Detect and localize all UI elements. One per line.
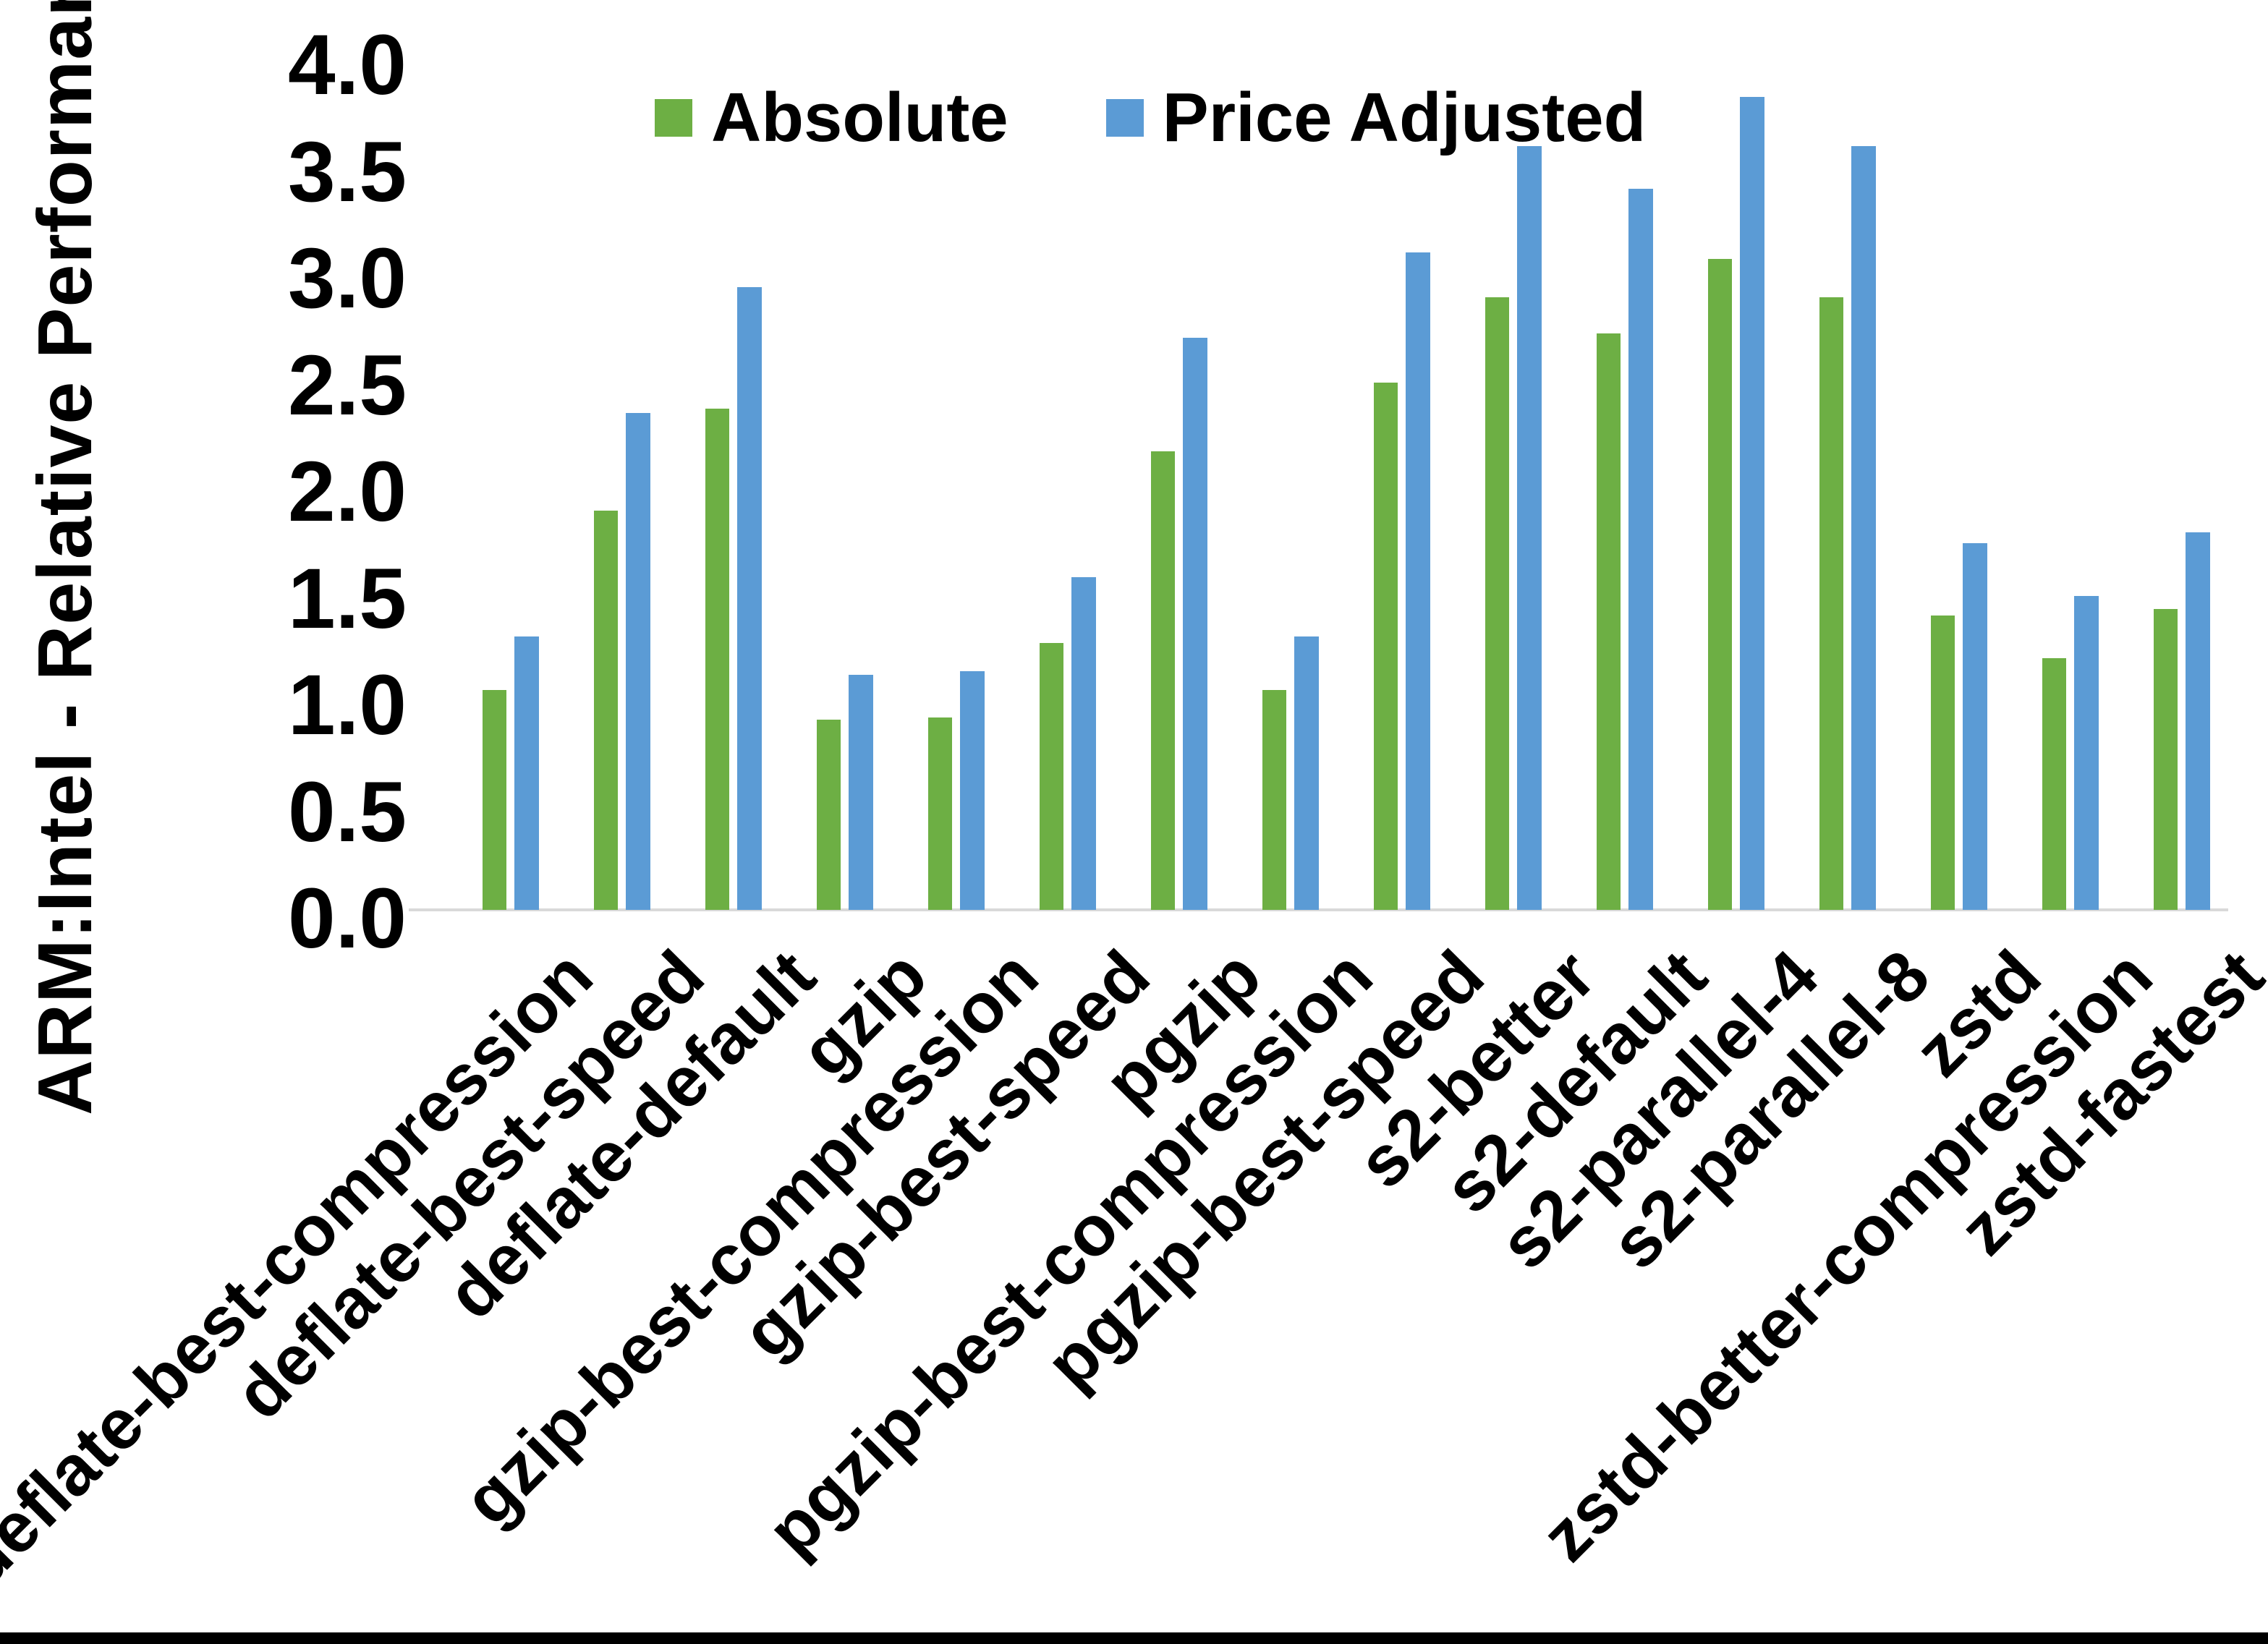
y-tick-label-1.0: 1.0 — [287, 657, 407, 753]
bar-absolute-deflate-best-compression — [483, 690, 506, 910]
bar-absolute-deflate-default — [705, 409, 729, 910]
bar-price-adjusted-s2-default — [1628, 189, 1653, 910]
plot-area — [409, 56, 2228, 911]
y-tick-label-3.0: 3.0 — [287, 231, 407, 326]
legend-item-price-adjusted: Price Adjusted — [1105, 72, 1647, 163]
y-tick-label-0.0: 0.0 — [287, 871, 407, 966]
bar-absolute-s2-parallel-4 — [1708, 259, 1732, 910]
x-axis-line — [409, 908, 2228, 911]
bar-absolute-pgzip-best-speed — [1374, 383, 1398, 910]
bar-price-adjusted-deflate-default — [737, 287, 762, 910]
bar-absolute-gzip-best-compression — [928, 717, 952, 910]
bar-price-adjusted-gzip-best-compression — [960, 671, 985, 910]
y-tick-label-1.5: 1.5 — [287, 551, 407, 647]
y-tick-label-0.5: 0.5 — [287, 764, 407, 860]
bar-price-adjusted-pgzip-best-compression — [1294, 636, 1319, 910]
bar-absolute-gzip-best-speed — [1040, 643, 1063, 910]
bar-price-adjusted-deflate-best-compression — [514, 636, 539, 910]
bar-price-adjusted-s2-parallel-8 — [1851, 146, 1876, 910]
bar-price-adjusted-pgzip — [1183, 338, 1207, 910]
bar-absolute-zstd — [1931, 616, 1955, 910]
legend-swatch-price-adjusted — [1105, 98, 1144, 137]
bar-absolute-s2-better — [1485, 297, 1509, 910]
legend-label-price-adjusted: Price Adjusted — [1162, 79, 1647, 156]
y-tick-label-3.5: 3.5 — [287, 124, 407, 220]
bar-absolute-pgzip-best-compression — [1262, 690, 1286, 910]
bar-absolute-s2-parallel-8 — [1819, 297, 1843, 910]
y-tick-label-2.5: 2.5 — [287, 338, 407, 433]
bar-absolute-zstd-fastest — [2154, 609, 2178, 910]
bar-price-adjusted-zstd-fastest — [2186, 532, 2210, 910]
bar-absolute-pgzip — [1151, 451, 1175, 910]
legend: Absolute Price Adjusted — [655, 72, 1646, 163]
bar-absolute-s2-default — [1597, 333, 1621, 910]
bar-absolute-zstd-better-compression — [2042, 658, 2066, 910]
bar-price-adjusted-pgzip-best-speed — [1406, 252, 1430, 910]
bar-price-adjusted-gzip — [849, 675, 873, 910]
bar-price-adjusted-deflate-best-speed — [626, 413, 650, 910]
bottom-border — [0, 1632, 2268, 1644]
y-tick-label-2.0: 2.0 — [287, 444, 407, 540]
bar-price-adjusted-s2-parallel-4 — [1740, 97, 1764, 910]
bar-price-adjusted-gzip-best-speed — [1071, 577, 1096, 910]
y-tick-label-4.0: 4.0 — [287, 17, 407, 113]
bar-absolute-gzip — [817, 720, 841, 910]
legend-item-absolute: Absolute — [655, 72, 1008, 163]
legend-swatch-absolute — [655, 98, 692, 137]
legend-label-absolute: Absolute — [711, 79, 1008, 156]
bar-price-adjusted-s2-better — [1517, 146, 1542, 910]
bar-price-adjusted-zstd-better-compression — [2074, 596, 2099, 910]
bar-absolute-deflate-best-speed — [594, 511, 618, 910]
bar-price-adjusted-zstd — [1963, 543, 1987, 910]
